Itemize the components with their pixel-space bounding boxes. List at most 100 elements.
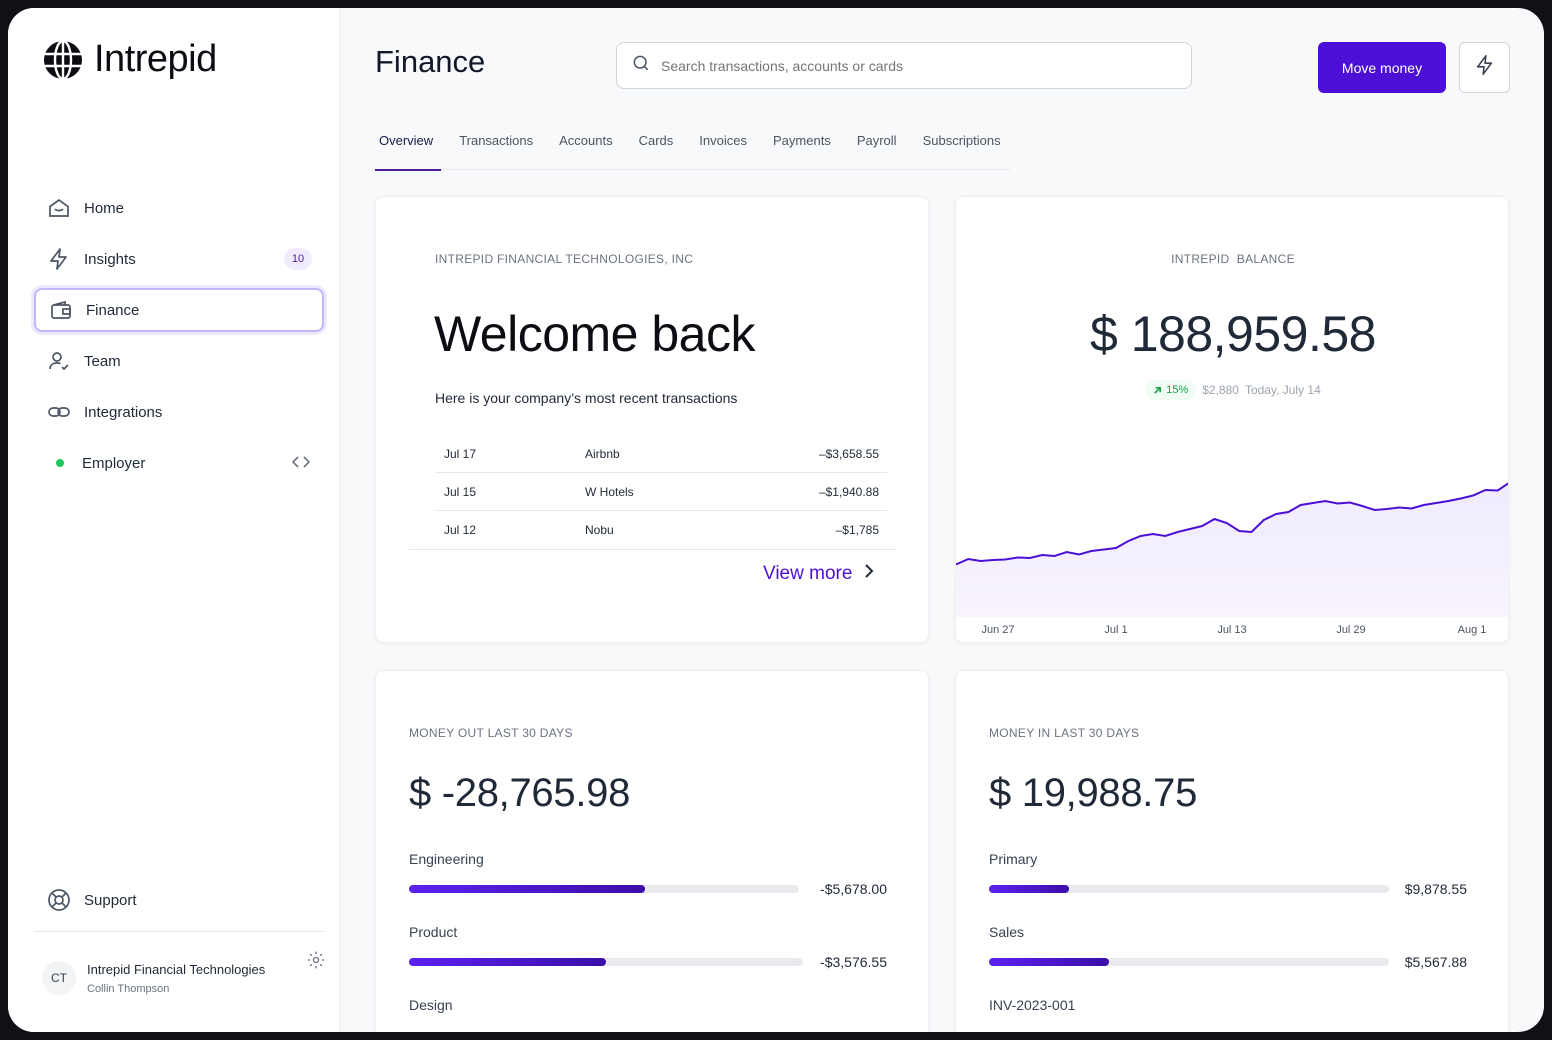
txn-amount: –$3,658.55 xyxy=(818,446,879,461)
view-more-link[interactable]: View more xyxy=(763,563,874,585)
x-tick-label: Aug 1 xyxy=(1458,624,1487,636)
sidebar-item-label: Finance xyxy=(86,301,140,319)
txn-amount: –$1,785 xyxy=(835,523,879,537)
category-bar-fill xyxy=(989,958,1109,966)
category-name: INV-2023-001 xyxy=(989,997,1076,1013)
txn-date: Jul 12 xyxy=(444,523,477,537)
quick-actions-button[interactable] xyxy=(1459,42,1510,93)
sidebar-item-integrations[interactable]: Integrations xyxy=(34,390,324,434)
category-row[interactable]: Product -$3,576.55 xyxy=(409,924,887,970)
company-label: INTREPID FINANCIAL TECHNOLOGIES, INC xyxy=(435,252,694,266)
balance-amount: $ 188,959.58 xyxy=(1090,306,1376,362)
txn-date: Jul 17 xyxy=(444,446,477,461)
search-input[interactable] xyxy=(661,57,1161,74)
txn-date: Jul 15 xyxy=(444,484,477,499)
sidebar-item-label: Insights xyxy=(84,250,136,268)
category-bar xyxy=(989,885,1389,893)
sidebar-item-insights[interactable]: Insights 10 xyxy=(34,237,324,281)
money-in-card: MONEY IN LAST 30 DAYS $ 19,988.75 Primar… xyxy=(955,670,1509,1032)
support-section: Support xyxy=(34,878,324,929)
chart-axis-band xyxy=(956,617,1508,642)
category-row[interactable]: Design xyxy=(409,997,887,1013)
tab-subscriptions[interactable]: Subscriptions xyxy=(922,133,1001,148)
category-name: Primary xyxy=(989,851,1038,867)
category-name: Engineering xyxy=(409,851,484,867)
sidebar-item-team[interactable]: Team xyxy=(34,339,324,383)
user-company: Intrepid Financial Technologies xyxy=(87,961,266,977)
tab-transactions[interactable]: Transactions xyxy=(459,133,534,148)
money-out-card: MONEY OUT LAST 30 DAYS $ -28,765.98 Engi… xyxy=(375,670,929,1032)
gear-icon[interactable] xyxy=(306,950,326,975)
change-badge: 15% xyxy=(1145,380,1197,400)
user-check-icon xyxy=(46,348,72,374)
tab-cards[interactable]: Cards xyxy=(638,133,674,148)
change-pct: 15% xyxy=(1166,384,1189,396)
sidebar-nav: Home Insights 10 Finance Team xyxy=(34,186,324,492)
sidebar-divider xyxy=(34,931,324,932)
tab-invoices[interactable]: Invoices xyxy=(699,133,747,148)
money-out-label: MONEY OUT LAST 30 DAYS xyxy=(409,726,573,740)
sidebar-item-label: Team xyxy=(84,352,121,370)
txn-merchant: Nobu xyxy=(585,523,614,537)
sidebar-item-label: Support xyxy=(84,891,137,909)
x-tick-label: Jul 29 xyxy=(1336,624,1365,636)
money-in-label: MONEY IN LAST 30 DAYS xyxy=(989,726,1140,740)
category-bar xyxy=(409,885,799,893)
sidebar-item-employer[interactable]: Employer xyxy=(34,441,324,485)
tab-bar: Overview Transactions Accounts Cards Inv… xyxy=(375,126,1010,171)
category-amount: -$3,576.55 xyxy=(820,954,887,970)
category-bar-fill xyxy=(989,885,1069,893)
wallet-icon xyxy=(48,297,74,323)
sidebar-item-finance[interactable]: Finance xyxy=(34,288,324,332)
category-name: Sales xyxy=(989,924,1025,940)
category-amount: -$5,678.00 xyxy=(820,881,887,897)
welcome-title: Welcome back xyxy=(434,306,755,362)
user-profile[interactable]: CT Intrepid Financial Technologies Colli… xyxy=(42,950,326,1004)
txn-amount: –$1,940.88 xyxy=(818,484,879,499)
sidebar-item-support[interactable]: Support xyxy=(34,878,324,922)
x-tick-label: Jul 1 xyxy=(1104,624,1127,636)
tab-accounts[interactable]: Accounts xyxy=(559,133,613,148)
avatar: CT xyxy=(42,961,76,995)
insights-badge: 10 xyxy=(284,248,312,270)
category-amount: $5,567.88 xyxy=(1404,954,1467,970)
tab-payroll[interactable]: Payroll xyxy=(856,133,897,148)
money-in-amount: $ 19,988.75 xyxy=(989,771,1198,815)
table-row[interactable]: Jul 12 Nobu –$1,785 xyxy=(435,511,887,549)
x-tick-label: Jul 13 xyxy=(1217,624,1246,636)
bolt-icon xyxy=(46,246,72,272)
welcome-subtitle: Here is your company’s most recent trans… xyxy=(435,390,738,406)
logo[interactable]: Intrepid xyxy=(42,38,217,81)
change-date: Today, July 14 xyxy=(1244,383,1321,397)
globe-logo-icon xyxy=(44,39,82,80)
table-row[interactable]: Jul 15 W Hotels –$1,940.88 xyxy=(435,473,887,511)
category-bar xyxy=(989,958,1389,966)
balance-chart: Jun 27 Jul 1 Jul 13 Jul 29 Aug 1 xyxy=(956,482,1508,642)
sidebar-item-label: Integrations xyxy=(84,403,163,421)
category-row[interactable]: Sales $5,567.88 xyxy=(989,924,1467,970)
category-row[interactable]: INV-2023-001 xyxy=(989,997,1467,1013)
balance-change: 15% $2,880 Today, July 14 xyxy=(956,380,1508,400)
balance-card: INTREPID BALANCE $ 188,959.58 15% $2,880… xyxy=(955,196,1509,643)
home-icon xyxy=(46,195,72,221)
code-icon[interactable] xyxy=(291,455,311,472)
table-divider xyxy=(409,549,897,550)
table-row[interactable]: Jul 17 Airbnb –$3,658.55 xyxy=(435,435,887,473)
chart-area-fill xyxy=(956,483,1508,617)
search-bar[interactable] xyxy=(616,42,1192,89)
bolt-icon xyxy=(1474,54,1496,81)
user-name: Collin Thompson xyxy=(87,982,170,995)
money-out-amount: $ -28,765.98 xyxy=(409,771,631,815)
logo-text: Intrepid xyxy=(94,38,217,80)
tab-overview[interactable]: Overview xyxy=(375,126,442,171)
chart-series-line xyxy=(956,482,1508,566)
link-icon xyxy=(46,399,72,425)
tab-payments[interactable]: Payments xyxy=(773,133,831,148)
sidebar-item-home[interactable]: Home xyxy=(34,186,324,230)
category-row[interactable]: Primary $9,878.55 xyxy=(989,851,1467,897)
move-money-button[interactable]: Move money xyxy=(1318,42,1446,93)
sidebar-item-label: Home xyxy=(84,199,125,217)
welcome-card: INTREPID FINANCIAL TECHNOLOGIES, INC Wel… xyxy=(375,196,929,643)
category-row[interactable]: Engineering -$5,678.00 xyxy=(409,851,887,897)
category-amount: $9,878.55 xyxy=(1404,881,1467,897)
